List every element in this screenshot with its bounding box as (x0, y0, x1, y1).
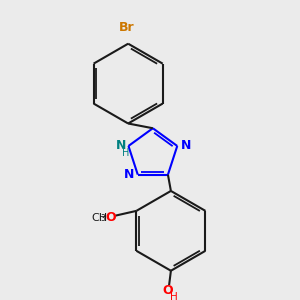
Text: 3: 3 (101, 214, 106, 223)
Text: O: O (105, 211, 116, 224)
Text: N: N (116, 139, 126, 152)
Text: CH: CH (91, 214, 107, 224)
Text: Br: Br (118, 21, 134, 34)
Text: N: N (124, 168, 134, 181)
Text: O: O (163, 284, 173, 297)
Text: H: H (122, 148, 129, 158)
Text: H: H (170, 292, 178, 300)
Text: N: N (181, 140, 191, 152)
